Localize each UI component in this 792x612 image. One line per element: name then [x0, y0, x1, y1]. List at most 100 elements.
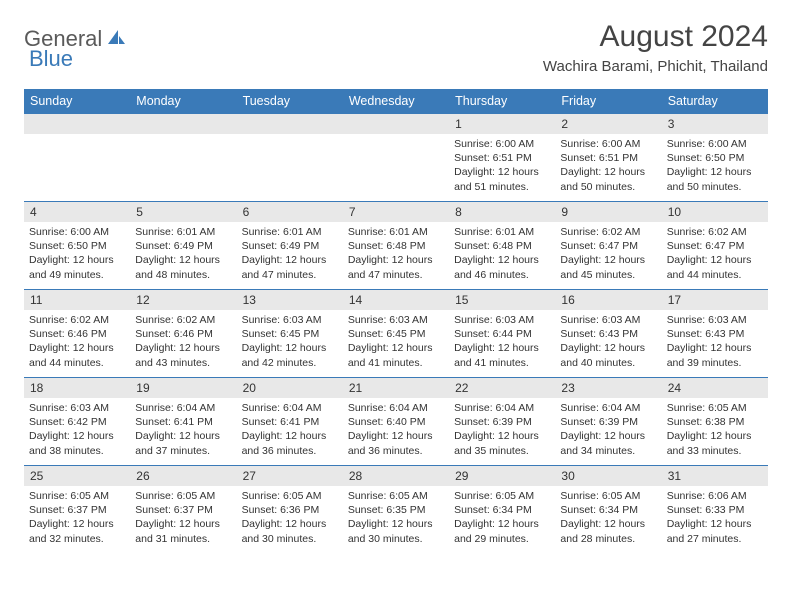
calendar-day-cell: 26Sunrise: 6:05 AMSunset: 6:37 PMDayligh… — [130, 466, 236, 554]
calendar-day-cell: 14Sunrise: 6:03 AMSunset: 6:45 PMDayligh… — [343, 290, 449, 378]
day-number: 23 — [555, 378, 661, 398]
day-number: 30 — [555, 466, 661, 486]
calendar-day-cell: 20Sunrise: 6:04 AMSunset: 6:41 PMDayligh… — [237, 378, 343, 466]
calendar-body: 1Sunrise: 6:00 AMSunset: 6:51 PMDaylight… — [24, 114, 768, 554]
day-number: 6 — [237, 202, 343, 222]
month-title: August 2024 — [543, 20, 768, 54]
calendar-day-cell: 16Sunrise: 6:03 AMSunset: 6:43 PMDayligh… — [555, 290, 661, 378]
day-details: Sunrise: 6:02 AMSunset: 6:46 PMDaylight:… — [130, 310, 236, 375]
day-details: Sunrise: 6:05 AMSunset: 6:37 PMDaylight:… — [24, 486, 130, 551]
day-number: 15 — [449, 290, 555, 310]
day-number: 9 — [555, 202, 661, 222]
day-number: 24 — [662, 378, 768, 398]
day-number-empty — [343, 114, 449, 134]
calendar-day-cell: 1Sunrise: 6:00 AMSunset: 6:51 PMDaylight… — [449, 114, 555, 202]
calendar-day-cell: 25Sunrise: 6:05 AMSunset: 6:37 PMDayligh… — [24, 466, 130, 554]
day-number: 3 — [662, 114, 768, 134]
calendar-day-cell: 24Sunrise: 6:05 AMSunset: 6:38 PMDayligh… — [662, 378, 768, 466]
day-number: 27 — [237, 466, 343, 486]
day-number: 10 — [662, 202, 768, 222]
day-number: 11 — [24, 290, 130, 310]
calendar-day-cell: 18Sunrise: 6:03 AMSunset: 6:42 PMDayligh… — [24, 378, 130, 466]
day-number: 2 — [555, 114, 661, 134]
calendar-day-cell: 2Sunrise: 6:00 AMSunset: 6:51 PMDaylight… — [555, 114, 661, 202]
calendar-day-cell: 30Sunrise: 6:05 AMSunset: 6:34 PMDayligh… — [555, 466, 661, 554]
day-details: Sunrise: 6:03 AMSunset: 6:43 PMDaylight:… — [555, 310, 661, 375]
weekday-header: Thursday — [449, 89, 555, 114]
calendar-day-cell — [130, 114, 236, 202]
day-number: 29 — [449, 466, 555, 486]
day-details: Sunrise: 6:00 AMSunset: 6:50 PMDaylight:… — [662, 134, 768, 199]
day-number: 17 — [662, 290, 768, 310]
calendar-day-cell: 3Sunrise: 6:00 AMSunset: 6:50 PMDaylight… — [662, 114, 768, 202]
calendar-day-cell: 22Sunrise: 6:04 AMSunset: 6:39 PMDayligh… — [449, 378, 555, 466]
calendar-day-cell: 29Sunrise: 6:05 AMSunset: 6:34 PMDayligh… — [449, 466, 555, 554]
day-number-empty — [24, 114, 130, 134]
day-number: 5 — [130, 202, 236, 222]
calendar-day-cell: 6Sunrise: 6:01 AMSunset: 6:49 PMDaylight… — [237, 202, 343, 290]
day-details: Sunrise: 6:02 AMSunset: 6:47 PMDaylight:… — [555, 222, 661, 287]
day-details: Sunrise: 6:03 AMSunset: 6:42 PMDaylight:… — [24, 398, 130, 463]
calendar-day-cell: 21Sunrise: 6:04 AMSunset: 6:40 PMDayligh… — [343, 378, 449, 466]
location-text: Wachira Barami, Phichit, Thailand — [543, 58, 768, 75]
calendar-day-cell — [24, 114, 130, 202]
calendar-day-cell: 7Sunrise: 6:01 AMSunset: 6:48 PMDaylight… — [343, 202, 449, 290]
day-number: 18 — [24, 378, 130, 398]
day-details: Sunrise: 6:00 AMSunset: 6:51 PMDaylight:… — [449, 134, 555, 199]
day-details: Sunrise: 6:05 AMSunset: 6:35 PMDaylight:… — [343, 486, 449, 551]
calendar-day-cell: 31Sunrise: 6:06 AMSunset: 6:33 PMDayligh… — [662, 466, 768, 554]
calendar-day-cell — [237, 114, 343, 202]
day-number: 7 — [343, 202, 449, 222]
day-details: Sunrise: 6:02 AMSunset: 6:46 PMDaylight:… — [24, 310, 130, 375]
day-number: 28 — [343, 466, 449, 486]
day-details: Sunrise: 6:05 AMSunset: 6:34 PMDaylight:… — [555, 486, 661, 551]
calendar-week-row: 11Sunrise: 6:02 AMSunset: 6:46 PMDayligh… — [24, 290, 768, 378]
day-number: 4 — [24, 202, 130, 222]
day-details: Sunrise: 6:05 AMSunset: 6:36 PMDaylight:… — [237, 486, 343, 551]
calendar-week-row: 25Sunrise: 6:05 AMSunset: 6:37 PMDayligh… — [24, 466, 768, 554]
day-details: Sunrise: 6:01 AMSunset: 6:48 PMDaylight:… — [343, 222, 449, 287]
title-block: August 2024 Wachira Barami, Phichit, Tha… — [543, 20, 768, 75]
weekday-header: Friday — [555, 89, 661, 114]
calendar-day-cell: 28Sunrise: 6:05 AMSunset: 6:35 PMDayligh… — [343, 466, 449, 554]
logo-text-blue: Blue — [29, 46, 73, 71]
day-details: Sunrise: 6:02 AMSunset: 6:47 PMDaylight:… — [662, 222, 768, 287]
day-number: 12 — [130, 290, 236, 310]
day-number: 8 — [449, 202, 555, 222]
calendar-day-cell — [343, 114, 449, 202]
weekday-header: Tuesday — [237, 89, 343, 114]
day-number: 31 — [662, 466, 768, 486]
day-details: Sunrise: 6:04 AMSunset: 6:41 PMDaylight:… — [237, 398, 343, 463]
weekday-header: Wednesday — [343, 89, 449, 114]
calendar-day-cell: 27Sunrise: 6:05 AMSunset: 6:36 PMDayligh… — [237, 466, 343, 554]
calendar-day-cell: 10Sunrise: 6:02 AMSunset: 6:47 PMDayligh… — [662, 202, 768, 290]
calendar-day-cell: 11Sunrise: 6:02 AMSunset: 6:46 PMDayligh… — [24, 290, 130, 378]
calendar-week-row: 18Sunrise: 6:03 AMSunset: 6:42 PMDayligh… — [24, 378, 768, 466]
day-details: Sunrise: 6:00 AMSunset: 6:50 PMDaylight:… — [24, 222, 130, 287]
day-details: Sunrise: 6:03 AMSunset: 6:44 PMDaylight:… — [449, 310, 555, 375]
calendar-day-cell: 17Sunrise: 6:03 AMSunset: 6:43 PMDayligh… — [662, 290, 768, 378]
logo-sail-icon — [106, 28, 126, 51]
calendar-week-row: 1Sunrise: 6:00 AMSunset: 6:51 PMDaylight… — [24, 114, 768, 202]
day-number: 1 — [449, 114, 555, 134]
weekday-header: Monday — [130, 89, 236, 114]
day-details: Sunrise: 6:00 AMSunset: 6:51 PMDaylight:… — [555, 134, 661, 199]
calendar-day-cell: 9Sunrise: 6:02 AMSunset: 6:47 PMDaylight… — [555, 202, 661, 290]
calendar-day-cell: 12Sunrise: 6:02 AMSunset: 6:46 PMDayligh… — [130, 290, 236, 378]
day-details: Sunrise: 6:01 AMSunset: 6:49 PMDaylight:… — [130, 222, 236, 287]
day-details: Sunrise: 6:04 AMSunset: 6:39 PMDaylight:… — [449, 398, 555, 463]
day-number: 25 — [24, 466, 130, 486]
day-number-empty — [130, 114, 236, 134]
day-details: Sunrise: 6:06 AMSunset: 6:33 PMDaylight:… — [662, 486, 768, 551]
day-details: Sunrise: 6:03 AMSunset: 6:45 PMDaylight:… — [343, 310, 449, 375]
day-details: Sunrise: 6:04 AMSunset: 6:40 PMDaylight:… — [343, 398, 449, 463]
calendar-day-cell: 5Sunrise: 6:01 AMSunset: 6:49 PMDaylight… — [130, 202, 236, 290]
day-details: Sunrise: 6:05 AMSunset: 6:37 PMDaylight:… — [130, 486, 236, 551]
calendar-day-cell: 23Sunrise: 6:04 AMSunset: 6:39 PMDayligh… — [555, 378, 661, 466]
calendar-week-row: 4Sunrise: 6:00 AMSunset: 6:50 PMDaylight… — [24, 202, 768, 290]
day-details: Sunrise: 6:04 AMSunset: 6:39 PMDaylight:… — [555, 398, 661, 463]
day-number-empty — [237, 114, 343, 134]
day-details: Sunrise: 6:03 AMSunset: 6:45 PMDaylight:… — [237, 310, 343, 375]
day-number: 19 — [130, 378, 236, 398]
calendar-day-cell: 13Sunrise: 6:03 AMSunset: 6:45 PMDayligh… — [237, 290, 343, 378]
